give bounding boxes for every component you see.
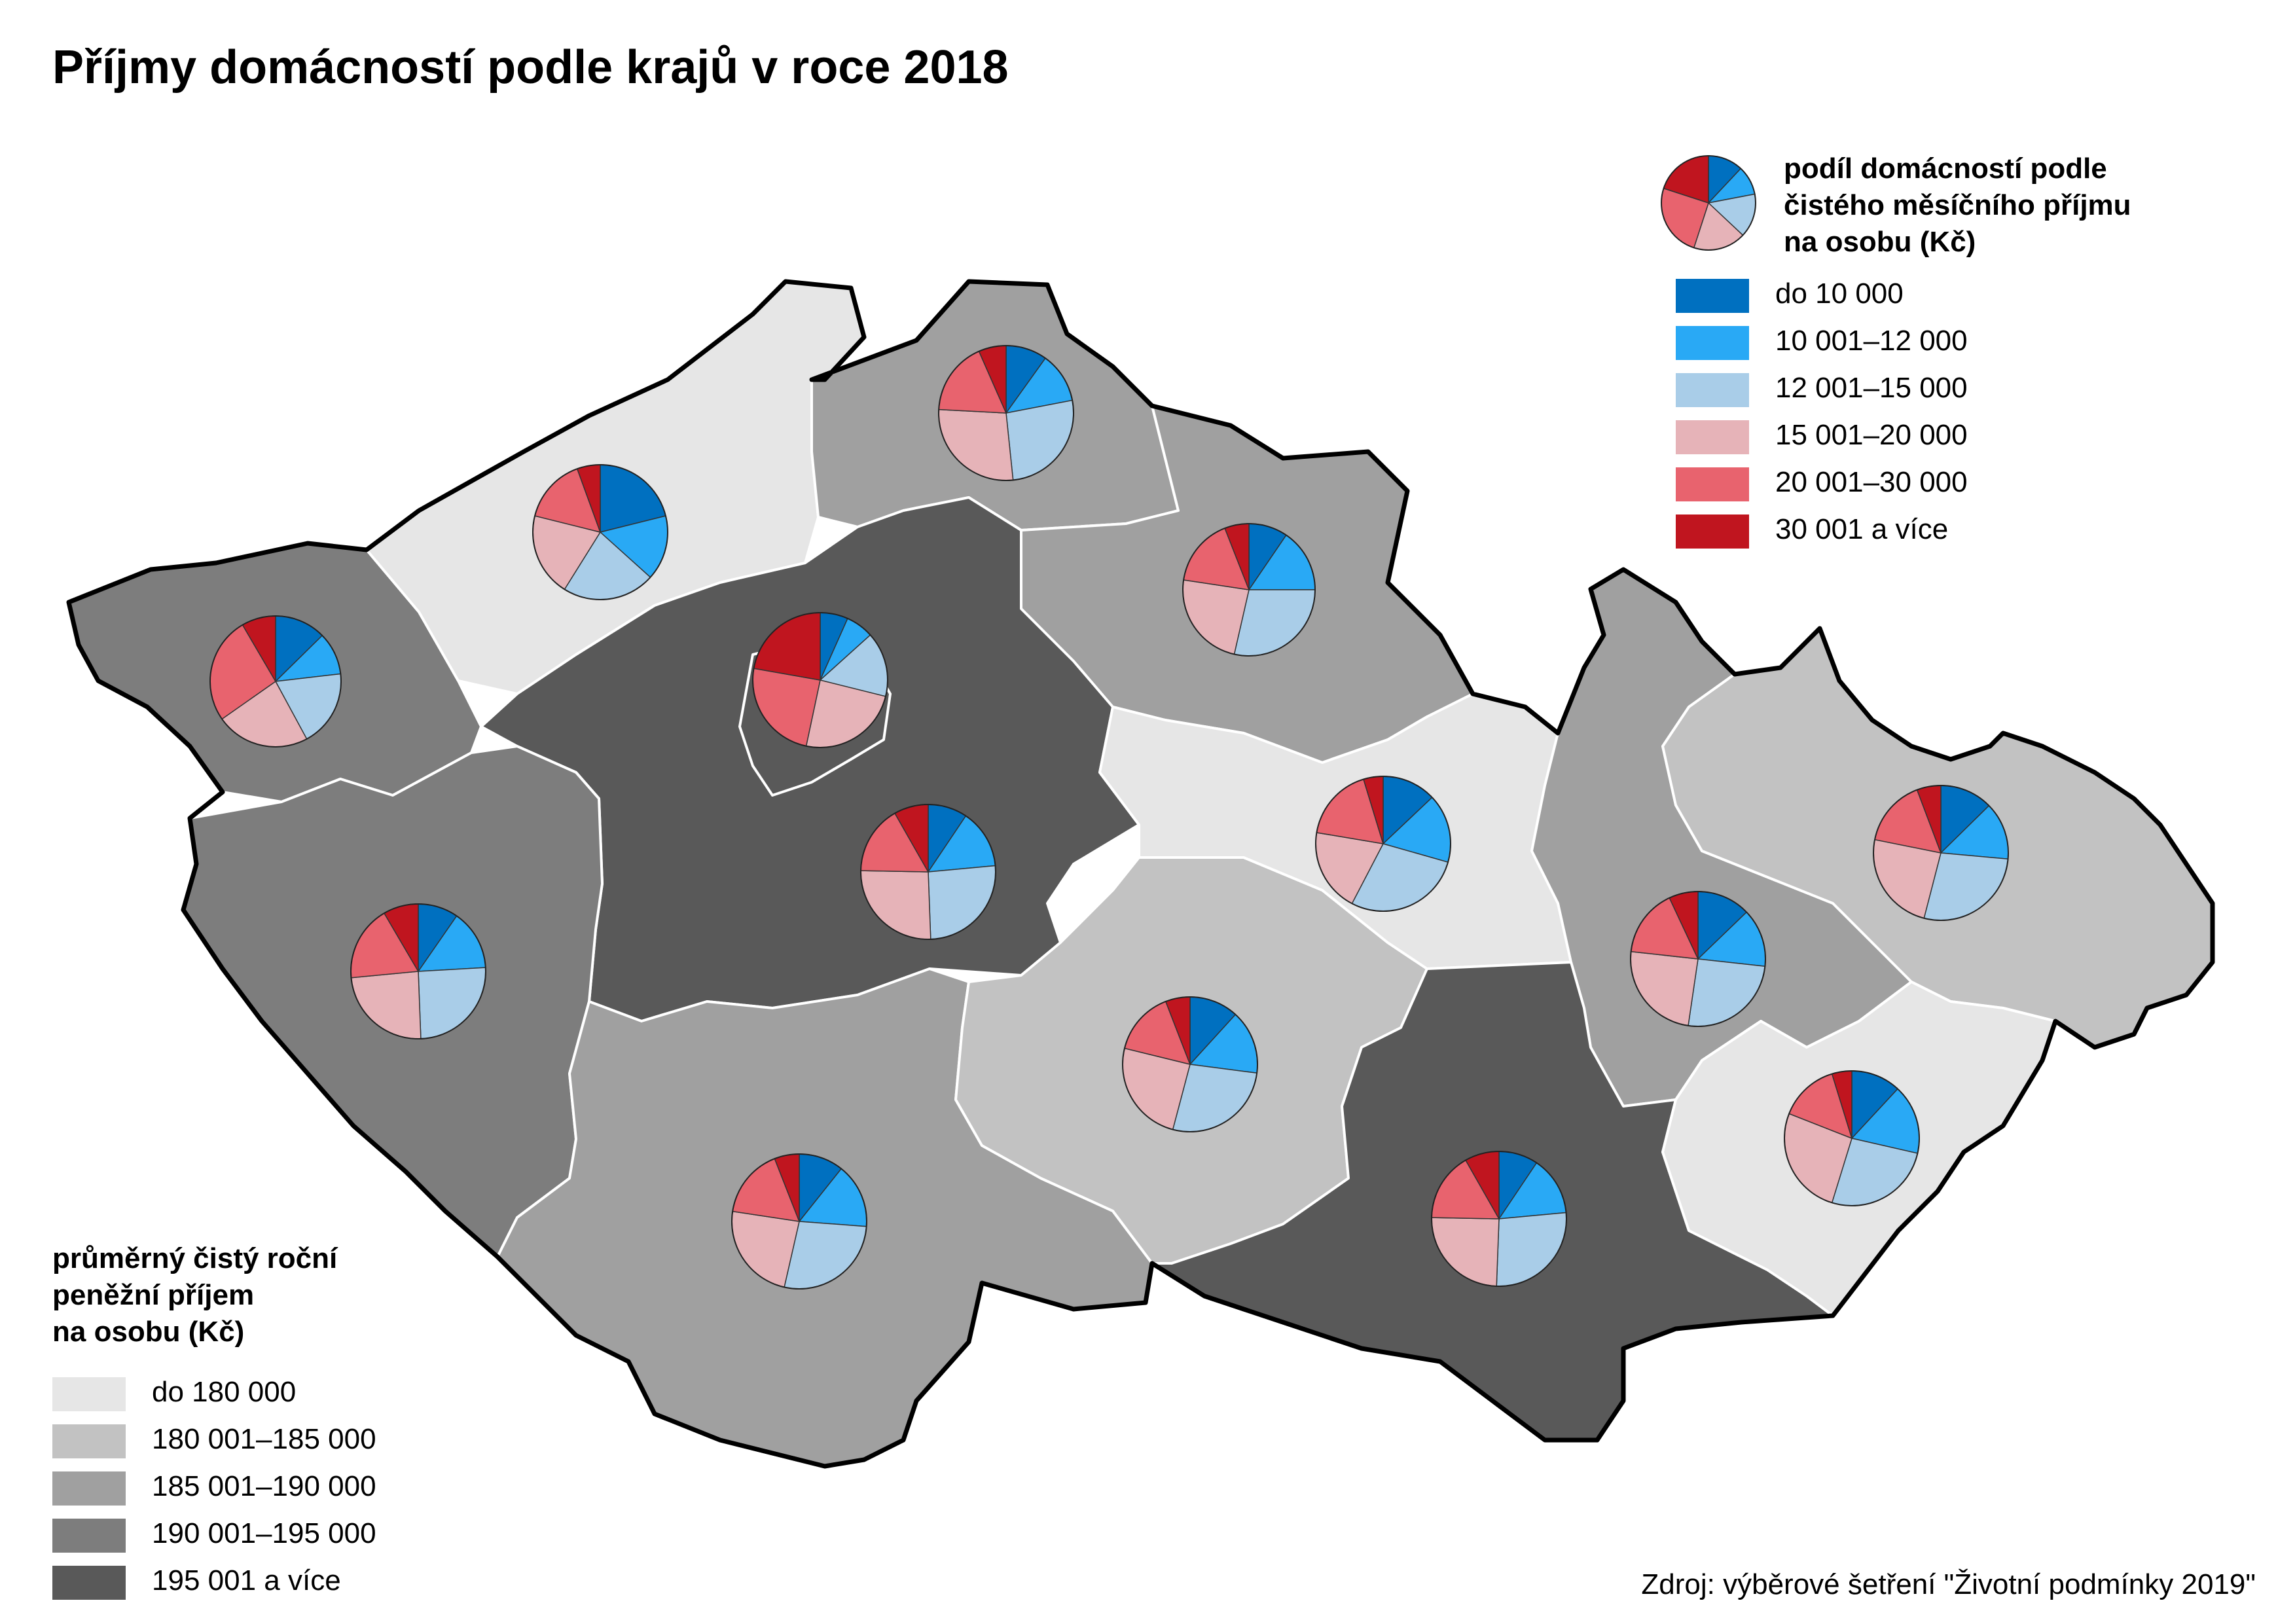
- pie-olomoucky-outline: [1630, 891, 1766, 1027]
- pie-charts-layer: [209, 345, 2009, 1290]
- legend-label: 10 001–12 000: [1775, 325, 1968, 357]
- pie-zlinsky-outline: [1784, 1070, 1920, 1206]
- pie-chart-olomoucky[interactable]: [1630, 891, 1766, 1027]
- pie-praha-outline: [752, 612, 888, 748]
- legend-label: 190 001–195 000: [152, 1517, 376, 1549]
- pie-karlovarsky-outline: [209, 615, 342, 748]
- legend-pie-outline: [1661, 155, 1756, 251]
- pie-chart-vysocina[interactable]: [1122, 996, 1258, 1132]
- legend-label: 185 001–190 000: [152, 1470, 376, 1502]
- pie-legend-title: podíl domácností podle čistého měsíčního…: [1784, 151, 2242, 261]
- pie-vysocina-outline: [1122, 996, 1258, 1132]
- legend-label: 20 001–30 000: [1775, 466, 1968, 498]
- pie-chart-pardubicky[interactable]: [1315, 776, 1451, 912]
- legend-swatch: [52, 1424, 126, 1458]
- legend-sample-pie: [1661, 155, 1756, 251]
- legend-swatch: [1676, 373, 1749, 407]
- pie-chart-stredocesky[interactable]: [860, 804, 996, 940]
- pie-jihocesky-outline: [731, 1153, 867, 1290]
- pie-chart-plzensky[interactable]: [350, 903, 486, 1039]
- pie-chart-kralovehradecky[interactable]: [1182, 523, 1316, 657]
- pie-chart-ustecky[interactable]: [532, 464, 668, 600]
- pie-kralovehradecky-outline: [1182, 523, 1316, 657]
- pie-chart-zlinsky[interactable]: [1784, 1070, 1920, 1206]
- region-legend-title-line: peněžní příjem: [52, 1279, 255, 1311]
- legend-label: 12 001–15 000: [1775, 372, 1968, 404]
- pie-ustecky-outline: [532, 464, 668, 600]
- legend-swatch: [1676, 467, 1749, 501]
- legend-swatch: [1676, 514, 1749, 549]
- source-note: Zdroj: výběrové šetření "Životní podmínk…: [1641, 1568, 2256, 1600]
- legend-swatch: [1676, 420, 1749, 454]
- pie-chart-jihomoravsky[interactable]: [1431, 1151, 1567, 1287]
- legend-swatch: [52, 1471, 126, 1506]
- pie-legend-title-line: na osobu (Kč): [1784, 226, 1976, 258]
- pie-chart-jihocesky[interactable]: [731, 1153, 867, 1290]
- pie-jihomoravsky-outline: [1431, 1151, 1567, 1287]
- region-legend-title-line: na osobu (Kč): [52, 1316, 245, 1348]
- map-title: Příjmy domácností podle krajů v roce 201…: [52, 41, 1009, 94]
- pie-chart-karlovarsky[interactable]: [209, 615, 342, 748]
- pie-plzensky-outline: [350, 903, 486, 1039]
- pie-legend-title-line: čistého měsíčního příjmu: [1784, 189, 2131, 221]
- legend-swatch: [52, 1566, 126, 1600]
- pie-pardubicky-outline: [1315, 776, 1451, 912]
- region-legend-title: průměrný čistý roční peněžní příjem na o…: [52, 1240, 445, 1350]
- pie-legend-title-line: podíl domácností podle: [1784, 153, 2107, 185]
- legend-swatch: [1676, 326, 1749, 360]
- pie-chart-praha[interactable]: [752, 612, 888, 748]
- pie-stredocesky-outline: [860, 804, 996, 940]
- legend-label: 180 001–185 000: [152, 1423, 376, 1455]
- country-border: [66, 279, 2215, 1469]
- legend-label: do 10 000: [1775, 278, 1904, 310]
- pie-moravskoslezsky-outline: [1873, 785, 2009, 921]
- legend-swatch: [52, 1519, 126, 1553]
- pie-chart-moravskoslezsky[interactable]: [1873, 785, 2009, 921]
- legend-swatch: [1676, 279, 1749, 313]
- region-legend-title-line: průměrný čistý roční: [52, 1242, 338, 1274]
- legend-label: 30 001 a více: [1775, 513, 1949, 545]
- pie-chart-liberecky[interactable]: [938, 345, 1074, 481]
- pie-liberecky-outline: [938, 345, 1074, 481]
- legend-swatch: [52, 1377, 126, 1411]
- legend-label: 195 001 a více: [152, 1564, 341, 1597]
- legend-label: do 180 000: [152, 1376, 297, 1408]
- legend-label: 15 001–20 000: [1775, 419, 1968, 451]
